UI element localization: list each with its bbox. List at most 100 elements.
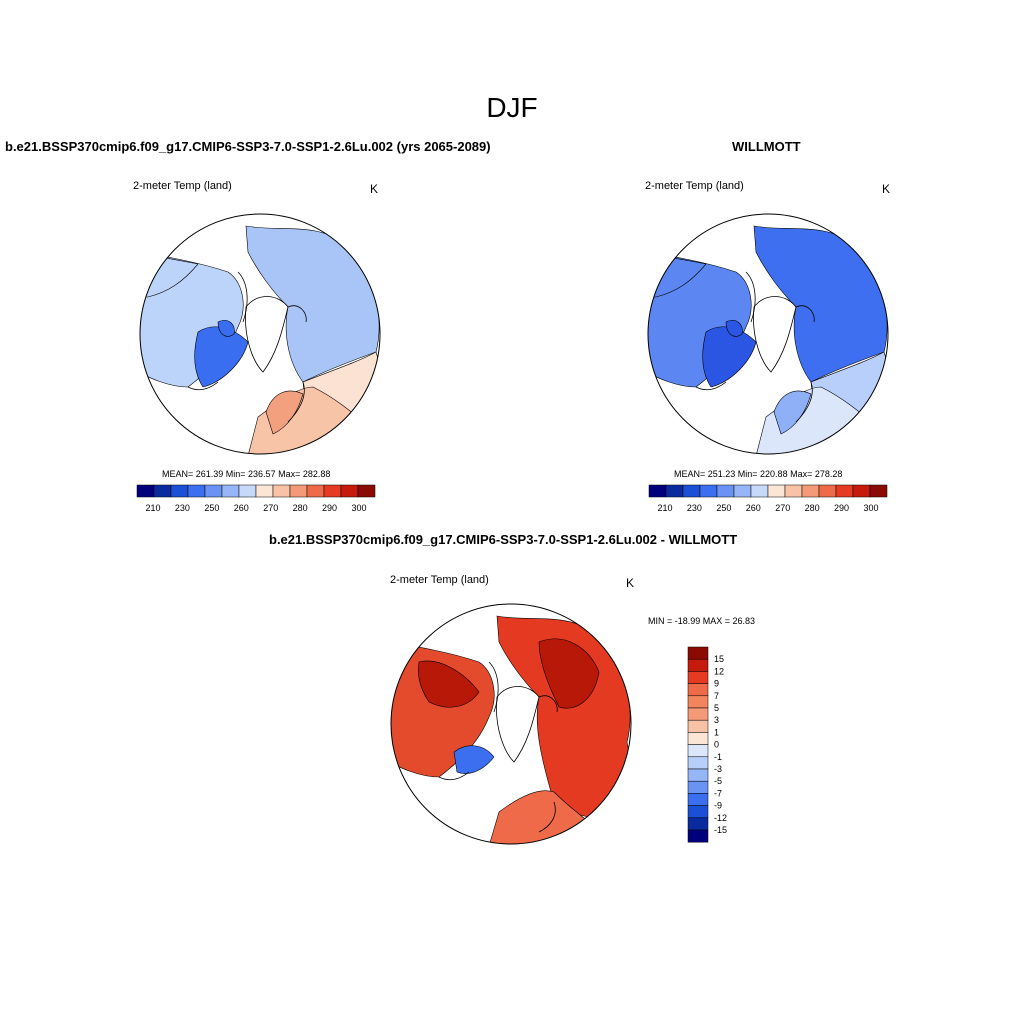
colorbar-diff-tick: 5 xyxy=(714,703,719,713)
panel-title-diff: b.e21.BSSP370cmip6.f09_g17.CMIP6-SSP3-7.… xyxy=(269,532,738,547)
colorbar-right-swatch xyxy=(716,484,735,498)
stats-diff: MIN = -18.99 MAX = 26.83 xyxy=(648,616,756,626)
colorbar-left-tick: 210 xyxy=(145,503,160,513)
colorbar-right-tick: 230 xyxy=(687,503,702,513)
colorbar-right-tick: 210 xyxy=(657,503,672,513)
region-canada-islands xyxy=(725,320,743,337)
colorbar-right-tick: 270 xyxy=(775,503,790,513)
region-siberia-core xyxy=(538,638,600,709)
colorbar-right-swatch xyxy=(869,484,888,498)
colorbar-diff-swatch xyxy=(687,658,709,672)
greenland-outline xyxy=(245,296,289,373)
colorbar-right-swatch xyxy=(818,484,837,498)
polar-map-diff xyxy=(390,603,632,845)
colorbar-right-tick: 280 xyxy=(805,503,820,513)
panel-title-model: b.e21.BSSP370cmip6.f09_g17.CMIP6-SSP3-7.… xyxy=(5,139,491,154)
colorbar-left-swatch xyxy=(170,484,189,498)
region-scandinavia xyxy=(265,390,304,435)
colorbar-diff-tick: -3 xyxy=(714,764,722,774)
colorbar-right-swatch xyxy=(852,484,871,498)
variable-label-right: 2-meter Temp (land) xyxy=(645,180,744,192)
colorbar-diff-swatch xyxy=(687,829,709,843)
colorbar-right-swatch xyxy=(682,484,701,498)
colorbar-left-swatch xyxy=(289,484,308,498)
colorbar-diff-swatch xyxy=(687,732,709,745)
colorbar-diff-tick: -12 xyxy=(714,813,727,823)
colorbar-diff-swatch xyxy=(687,683,709,697)
colorbar-left-swatch xyxy=(187,484,206,498)
variable-label-left: 2-meter Temp (land) xyxy=(133,180,232,192)
colorbar-diff-tick: 7 xyxy=(714,691,719,701)
colorbar-diff-tick: -7 xyxy=(714,788,722,798)
colorbar-left-tick: 290 xyxy=(322,503,337,513)
polar-map-model xyxy=(139,213,381,455)
colorbar-left-tick: 250 xyxy=(204,503,219,513)
colorbar-left-swatch xyxy=(136,484,155,498)
colorbar-diff-swatch xyxy=(687,805,709,819)
colorbar-diff-swatch xyxy=(687,780,709,794)
colorbar-left-swatch xyxy=(204,484,223,498)
colorbar-diff-tick: 3 xyxy=(714,715,719,725)
colorbar-left-tick: 260 xyxy=(234,503,249,513)
colorbar-diff-tick: -9 xyxy=(714,801,722,811)
colorbar-left-swatch xyxy=(272,484,291,498)
region-scandinavia xyxy=(773,390,812,435)
polar-map-obs xyxy=(647,213,889,455)
colorbar-diff-swatch xyxy=(687,707,709,721)
colorbar-left-swatch xyxy=(357,484,376,498)
region-north-america-core xyxy=(418,660,480,708)
colorbar-diff-swatch xyxy=(687,719,709,733)
colorbar-right-tick: 300 xyxy=(863,503,878,513)
colorbar-left-swatch xyxy=(323,484,342,498)
colorbar-left-tick: 300 xyxy=(351,503,366,513)
stats-right: MEAN= 251.23 Min= 220.88 Max= 278.28 xyxy=(674,469,843,479)
colorbar-right-swatch xyxy=(767,484,786,498)
colorbar-diff-swatch xyxy=(687,744,709,758)
greenland-outline xyxy=(753,296,797,373)
figure-title: DJF xyxy=(486,92,538,123)
colorbar-right-swatch xyxy=(665,484,684,498)
colorbar-diff-tick: -5 xyxy=(714,776,722,786)
colorbar-diff-swatch xyxy=(687,756,709,770)
colorbar-left: 210 230 250 260 270 280 290 300 xyxy=(136,484,376,513)
units-label-right: K xyxy=(882,182,891,196)
variable-label-diff: 2-meter Temp (land) xyxy=(390,574,489,586)
colorbar-right-swatch xyxy=(784,484,803,498)
colorbar-diff-tick: 15 xyxy=(714,654,724,664)
colorbar-diff-tick: 12 xyxy=(714,666,724,676)
stats-left: MEAN= 261.39 Min= 236.57 Max= 282.88 xyxy=(162,469,331,479)
colorbar-diff-swatch xyxy=(687,671,709,684)
colorbar-left-swatch xyxy=(255,484,274,498)
panel-title-obs: WILLMOTT xyxy=(732,139,801,154)
colorbar-diff-tick: 9 xyxy=(714,679,719,689)
colorbar-diff-tick: 0 xyxy=(714,740,719,750)
colorbar-diff: 15 12 9 7 5 3 1 0 -1 -3 -5 -7 -9 -12 -15 xyxy=(687,646,727,843)
colorbar-right-tick: 290 xyxy=(834,503,849,513)
colorbar-diff-tick: -15 xyxy=(714,825,727,835)
colorbar-left-swatch xyxy=(153,484,172,498)
colorbar-left-tick: 280 xyxy=(293,503,308,513)
colorbar-diff-tick: 1 xyxy=(714,727,719,737)
region-north-america xyxy=(391,641,495,778)
colorbar-right-tick: 250 xyxy=(716,503,731,513)
region-canada-islands xyxy=(217,320,235,337)
units-label-left: K xyxy=(370,182,379,196)
colorbar-diff-tick: -1 xyxy=(714,752,722,762)
colorbar-left-swatch xyxy=(221,484,240,498)
colorbar-left-swatch xyxy=(238,484,257,498)
colorbar-right-swatch xyxy=(733,484,752,498)
colorbar-diff-swatch xyxy=(687,768,709,782)
colorbar-right-swatch xyxy=(835,484,854,498)
colorbar-diff-swatch xyxy=(687,646,709,660)
colorbar-left-swatch xyxy=(340,484,359,498)
colorbar-left-tick: 270 xyxy=(263,503,278,513)
greenland-outline xyxy=(496,686,540,763)
region-hudson-anomaly xyxy=(453,745,495,774)
colorbar-left-tick: 230 xyxy=(175,503,190,513)
colorbar-right-swatch xyxy=(648,484,667,498)
colorbar-diff-swatch xyxy=(687,817,709,831)
colorbar-right: 210 230 250 260 270 280 290 300 xyxy=(648,484,888,513)
colorbar-right-swatch xyxy=(750,484,769,498)
colorbar-right-tick: 260 xyxy=(746,503,761,513)
units-label-diff: K xyxy=(626,576,635,590)
